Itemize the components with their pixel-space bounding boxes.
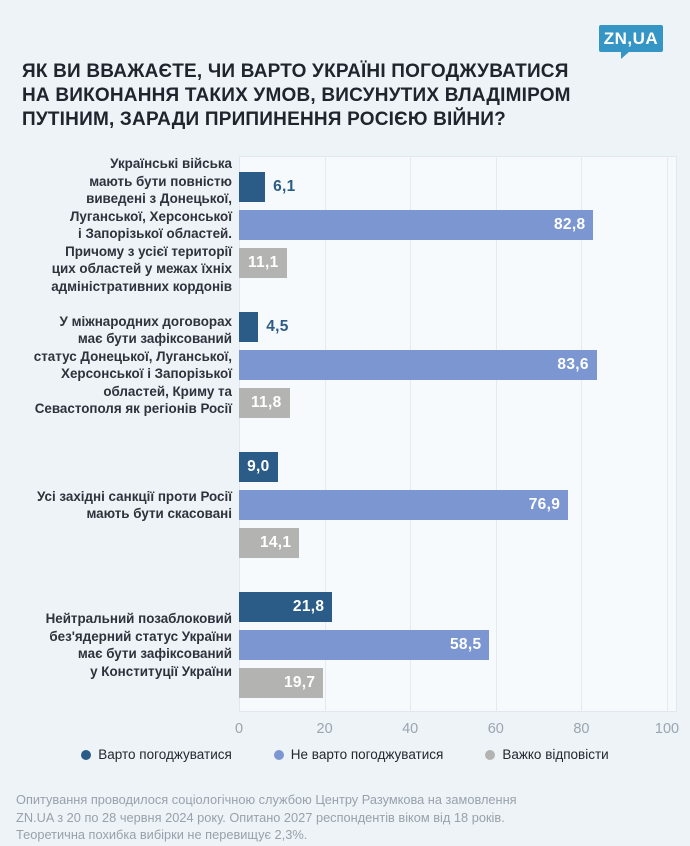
znua-logo-tail-icon — [621, 51, 630, 59]
bar: 19,7 — [239, 668, 324, 698]
bar: 9,0 — [239, 452, 278, 482]
category-label: Нейтральний позаблоковий без'ядерний ста… — [45, 611, 232, 679]
legend-item: Не варто погоджуватися — [273, 747, 444, 762]
legend-label: Не варто погоджуватися — [290, 747, 444, 762]
bar-value-label: 6,1 — [273, 178, 296, 195]
category-label: Українські війська мають бути повністю в… — [51, 156, 232, 294]
category-label: У міжнародних договорах має бути зафіксо… — [33, 313, 232, 417]
bar-value-label: 4,5 — [266, 318, 289, 335]
legend-label: Важко відповісти — [502, 747, 609, 762]
bar: 76,9 — [239, 490, 569, 520]
x-axis-tick-label: 40 — [402, 721, 419, 737]
gridline — [410, 156, 412, 712]
gridline — [495, 156, 497, 712]
bar: 83,6 — [239, 350, 597, 380]
bar-value-label: 11,1 — [247, 254, 279, 271]
bar-value-label: 11,8 — [250, 394, 282, 411]
bar-value-label: 82,8 — [554, 216, 586, 233]
bar — [239, 172, 266, 202]
bar-value-label: 76,9 — [528, 496, 561, 513]
bar-value-label: 58,5 — [450, 636, 482, 653]
bar: 58,5 — [239, 630, 490, 660]
category-label: Усі західні санкції проти Росії мають бу… — [37, 488, 232, 522]
bar-value-label: 19,7 — [283, 674, 316, 691]
bar: 21,8 — [239, 592, 333, 622]
x-axis-tick-label: 80 — [573, 721, 590, 737]
x-axis-tick-label: 20 — [316, 721, 333, 737]
bar: 11,8 — [239, 388, 290, 418]
page-title: ЯК ВИ ВВАЖАЄТЕ, ЧИ ВАРТО УКРАЇНІ ПОГОДЖУ… — [22, 61, 571, 130]
x-axis-tick-label: 60 — [487, 721, 504, 737]
footnote: Опитування проводилося соціологічною слу… — [16, 792, 517, 842]
bar: 82,8 — [239, 210, 594, 240]
bar: 11,1 — [239, 248, 287, 278]
legend-dot-icon — [273, 749, 284, 760]
gridline — [581, 156, 583, 712]
gridline — [324, 156, 326, 712]
x-axis-tick-label: 100 — [654, 721, 680, 737]
legend: Варто погоджуватися Не варто погоджуватис… — [0, 747, 690, 762]
legend-dot-icon — [485, 749, 496, 760]
legend-dot-icon — [81, 749, 92, 760]
bar-value-label: 14,1 — [259, 534, 292, 551]
znua-logo-text: ZN,UA — [603, 28, 659, 48]
legend-item: Варто погоджуватися — [81, 747, 232, 762]
legend-label: Варто погоджуватися — [98, 747, 232, 762]
legend-item: Важко відповісти — [485, 747, 609, 762]
bar: 14,1 — [239, 528, 300, 558]
znua-logo: ZN,UA — [599, 25, 663, 59]
bar-value-label: 83,6 — [557, 356, 589, 373]
gridline — [667, 156, 668, 712]
bar-value-label: 21,8 — [292, 598, 325, 615]
bar-value-label: 9,0 — [247, 458, 270, 475]
bar — [239, 312, 259, 342]
x-axis-tick-label: 0 — [234, 721, 244, 737]
